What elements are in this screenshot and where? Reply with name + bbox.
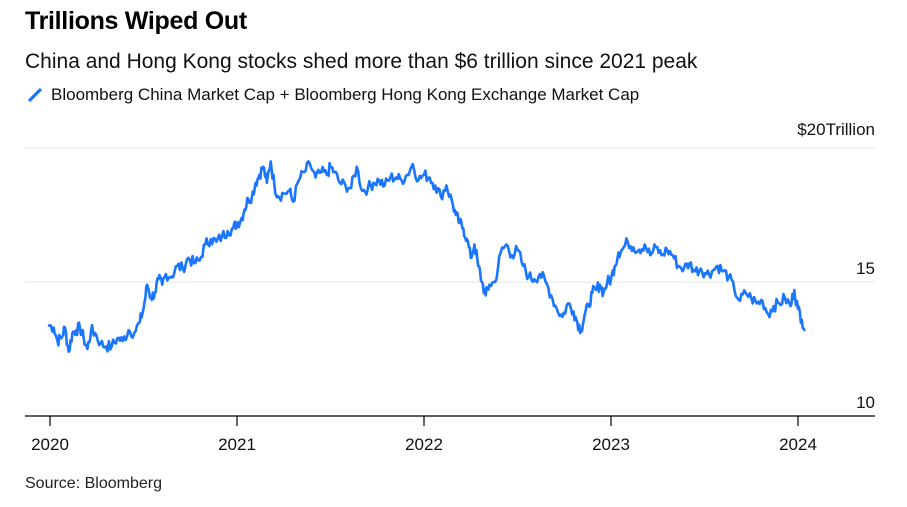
x-tick-label: 2020 (31, 435, 69, 454)
chart-subtitle: China and Hong Kong stocks shed more tha… (25, 50, 698, 73)
x-tick-label: 2022 (405, 435, 443, 454)
line-chart: $20Trillion 15 10 2020 2021 2022 2023 2024 (25, 120, 875, 454)
y-tick-label: 15 (856, 259, 875, 278)
chart-title: Trillions Wiped Out (25, 7, 247, 35)
legend: Bloomberg China Market Cap + Bloomberg H… (25, 85, 639, 105)
legend-label: Bloomberg China Market Cap + Bloomberg H… (51, 85, 640, 104)
source-note: Source: Bloomberg (25, 475, 162, 492)
x-tick-label: 2021 (218, 435, 256, 454)
x-axis-ticks: 2020 2021 2022 2023 2024 (31, 416, 817, 454)
gridlines (25, 147, 875, 283)
legend-line-icon (27, 87, 43, 103)
x-tick-label: 2024 (779, 435, 817, 454)
series-line (47, 160, 806, 353)
x-tick-label: 2023 (592, 435, 630, 454)
y-axis-ticks: $20Trillion 15 10 (797, 120, 875, 412)
y-tick-label: $20Trillion (797, 120, 875, 139)
y-tick-label: 10 (856, 393, 875, 412)
